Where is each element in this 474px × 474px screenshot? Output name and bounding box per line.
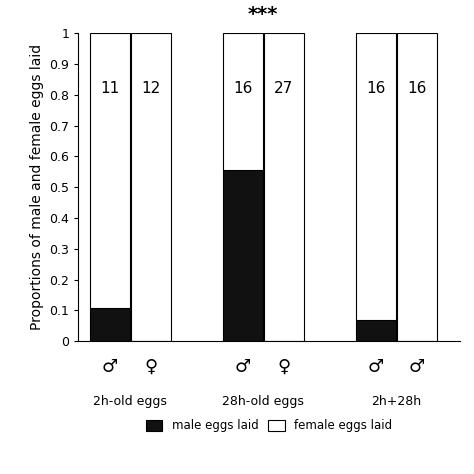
Text: 28h-old eggs: 28h-old eggs	[222, 395, 304, 408]
Bar	[223, 170, 263, 341]
Bar	[131, 33, 171, 341]
Bar	[356, 33, 396, 320]
Text: 12: 12	[141, 81, 160, 96]
Text: ♂: ♂	[368, 358, 384, 376]
Text: 16: 16	[366, 81, 385, 96]
Text: 11: 11	[100, 81, 119, 96]
Bar	[264, 33, 304, 341]
Text: 16: 16	[233, 81, 253, 96]
Text: 2h+28h: 2h+28h	[371, 395, 421, 408]
Text: 27: 27	[274, 81, 293, 96]
Text: 16: 16	[407, 81, 426, 96]
Bar	[90, 308, 130, 341]
Text: ♂: ♂	[102, 358, 118, 376]
Text: ♂: ♂	[235, 358, 251, 376]
Text: ♂: ♂	[409, 358, 425, 376]
Bar	[90, 33, 130, 308]
Text: ***: ***	[248, 5, 279, 24]
Legend: male eggs laid, female eggs laid: male eggs laid, female eggs laid	[146, 419, 392, 432]
Text: ♀: ♀	[144, 358, 157, 376]
Bar	[223, 33, 263, 170]
Text: 2h-old eggs: 2h-old eggs	[93, 395, 167, 408]
Text: ♀: ♀	[277, 358, 290, 376]
Bar	[356, 320, 396, 341]
Y-axis label: Proportions of male and female eggs laid: Proportions of male and female eggs laid	[30, 44, 44, 330]
Bar	[397, 33, 437, 341]
